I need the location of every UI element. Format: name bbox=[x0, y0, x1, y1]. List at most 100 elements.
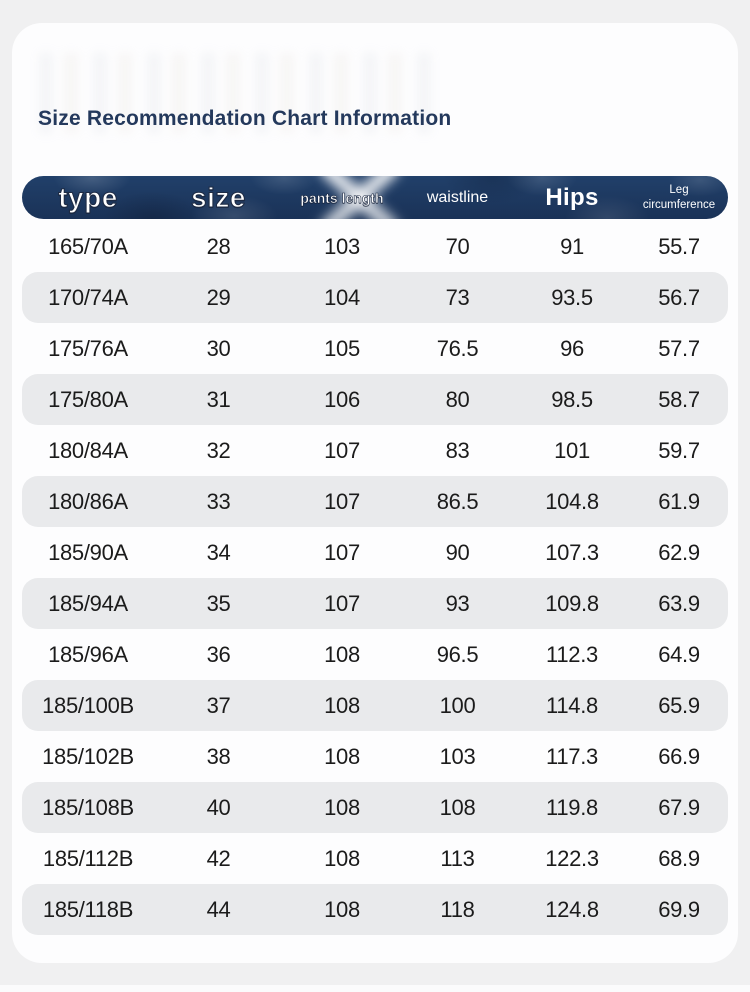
table-cell: 107 bbox=[324, 488, 360, 514]
table-row: 185/90A 34 107 90 107.3 62.9 bbox=[22, 527, 728, 578]
table-cell: 185/94A bbox=[48, 590, 128, 616]
size-table: type size pants length waistline Hips Leg cir… bbox=[22, 176, 728, 935]
table-cell: 107.3 bbox=[545, 539, 599, 565]
table-cell: 61.9 bbox=[658, 488, 700, 514]
table-cell: 104 bbox=[324, 284, 360, 310]
table-cell: 108 bbox=[439, 794, 476, 820]
table-cell: 63.9 bbox=[658, 590, 700, 616]
table-cell: 100 bbox=[439, 692, 476, 718]
table-cell: 57.7 bbox=[658, 335, 700, 361]
table-cell: 91 bbox=[560, 233, 584, 259]
table-cell: 93.5 bbox=[551, 284, 593, 310]
table-cell: 37 bbox=[206, 692, 231, 718]
table-row: 180/86A 33 107 86.5 104.8 61.9 bbox=[22, 476, 728, 527]
table-row: 185/118B 44 108 118 124.8 69.9 bbox=[22, 884, 728, 935]
table-cell: 106 bbox=[324, 386, 360, 412]
table-cell: 108 bbox=[324, 692, 360, 718]
table-cell: 31 bbox=[206, 386, 231, 412]
table-cell: 34 bbox=[206, 539, 231, 565]
table-row: 175/80A 31 106 80 98.5 58.7 bbox=[22, 374, 728, 425]
table-cell: 42 bbox=[206, 845, 231, 871]
table-cell: 40 bbox=[206, 794, 231, 820]
table-cell: 98.5 bbox=[551, 386, 593, 412]
table-cell: 107 bbox=[324, 590, 360, 616]
table-row: 185/102B 38 108 103 117.3 66.9 bbox=[22, 731, 728, 782]
table-cell: 113 bbox=[440, 845, 475, 871]
table-cell: 185/112B bbox=[42, 845, 134, 871]
table-row: 185/100B 37 108 100 114.8 65.9 bbox=[22, 680, 728, 731]
table-cell: 59.7 bbox=[658, 437, 700, 463]
column-header-leg-circumference: Leg circumference bbox=[642, 183, 716, 211]
table-row: 185/112B 42 108 113 122.3 68.9 bbox=[22, 833, 728, 884]
table-row: 185/108B 40 108 108 119.8 67.9 bbox=[22, 782, 728, 833]
table-cell: 58.7 bbox=[658, 386, 700, 412]
table-cell: 29 bbox=[206, 284, 231, 310]
page-title: Size Recommendation Chart Information bbox=[38, 107, 452, 131]
table-cell: 86.5 bbox=[436, 488, 479, 514]
table-cell: 124.8 bbox=[545, 896, 599, 922]
table-row: 180/84A 32 107 83 101 59.7 bbox=[22, 425, 728, 476]
table-cell: 165/70A bbox=[48, 233, 128, 259]
table-cell: 170/74A bbox=[48, 284, 128, 310]
table-cell: 56.7 bbox=[658, 284, 700, 310]
table-cell: 32 bbox=[206, 437, 231, 463]
table-cell: 122.3 bbox=[545, 845, 599, 871]
table-cell: 114.8 bbox=[546, 692, 598, 718]
table-cell: 73 bbox=[445, 284, 470, 310]
table-cell: 30 bbox=[206, 335, 231, 361]
table-cell: 96 bbox=[560, 335, 584, 361]
table-cell: 93 bbox=[445, 590, 470, 616]
table-cell: 55.7 bbox=[658, 233, 700, 259]
table-cell: 108 bbox=[324, 641, 360, 667]
bottom-strip bbox=[0, 985, 750, 992]
table-cell: 103 bbox=[439, 743, 476, 769]
table-cell: 90 bbox=[445, 539, 470, 565]
table-cell: 83 bbox=[445, 437, 470, 463]
table-row: 170/74A 29 104 73 93.5 56.7 bbox=[22, 272, 728, 323]
table-cell: 108 bbox=[324, 743, 360, 769]
table-cell: 33 bbox=[206, 488, 231, 514]
table-row: 185/94A 35 107 93 109.8 63.9 bbox=[22, 578, 728, 629]
table-cell: 68.9 bbox=[658, 845, 700, 871]
table-cell: 185/118B bbox=[42, 896, 134, 922]
column-header-type: type bbox=[58, 181, 118, 213]
table-cell: 185/100B bbox=[42, 692, 134, 718]
table-header-row: type size pants length waistline Hips Leg cir… bbox=[22, 176, 728, 219]
table-cell: 118 bbox=[440, 896, 475, 922]
table-cell: 104.8 bbox=[545, 488, 599, 514]
table-cell: 44 bbox=[206, 896, 231, 922]
table-cell: 112.3 bbox=[546, 641, 598, 667]
table-cell: 108 bbox=[324, 794, 360, 820]
table-cell: 185/90A bbox=[48, 539, 128, 565]
table-row: 185/96A 36 108 96.5 112.3 64.9 bbox=[22, 629, 728, 680]
table-cell: 66.9 bbox=[658, 743, 700, 769]
table-cell: 38 bbox=[206, 743, 231, 769]
table-cell: 119.8 bbox=[546, 794, 598, 820]
table-cell: 80 bbox=[445, 386, 470, 412]
size-chart-card: Size Recommendation Chart Information ty… bbox=[12, 23, 738, 963]
table-cell: 69.9 bbox=[658, 896, 700, 922]
table-cell: 103 bbox=[324, 233, 360, 259]
table-cell: 185/108B bbox=[42, 794, 134, 820]
table-cell: 107 bbox=[324, 539, 360, 565]
table-cell: 117.3 bbox=[546, 743, 598, 769]
table-cell: 108 bbox=[324, 845, 360, 871]
table-cell: 180/84A bbox=[48, 437, 128, 463]
table-cell: 62.9 bbox=[658, 539, 700, 565]
column-header-waistline: waistline bbox=[426, 188, 489, 206]
column-header-pants-length: pants length bbox=[300, 189, 384, 206]
table-cell: 35 bbox=[206, 590, 231, 616]
table-row: 175/76A 30 105 76.5 96 57.7 bbox=[22, 323, 728, 374]
table-cell: 70 bbox=[445, 233, 470, 259]
table-cell: 175/76A bbox=[48, 335, 128, 361]
table-cell: 180/86A bbox=[48, 488, 128, 514]
table-cell: 185/96A bbox=[48, 641, 128, 667]
table-cell: 105 bbox=[324, 335, 360, 361]
table-cell: 175/80A bbox=[48, 386, 128, 412]
table-cell: 108 bbox=[324, 896, 360, 922]
table-cell: 185/102B bbox=[42, 743, 134, 769]
table-cell: 65.9 bbox=[658, 692, 700, 718]
table-cell: 76.5 bbox=[436, 335, 479, 361]
column-header-hips: Hips bbox=[545, 183, 599, 211]
table-body: 165/70A 28 103 70 91 55.7 170/74A 29 104 73 93.5 56… bbox=[22, 221, 728, 935]
